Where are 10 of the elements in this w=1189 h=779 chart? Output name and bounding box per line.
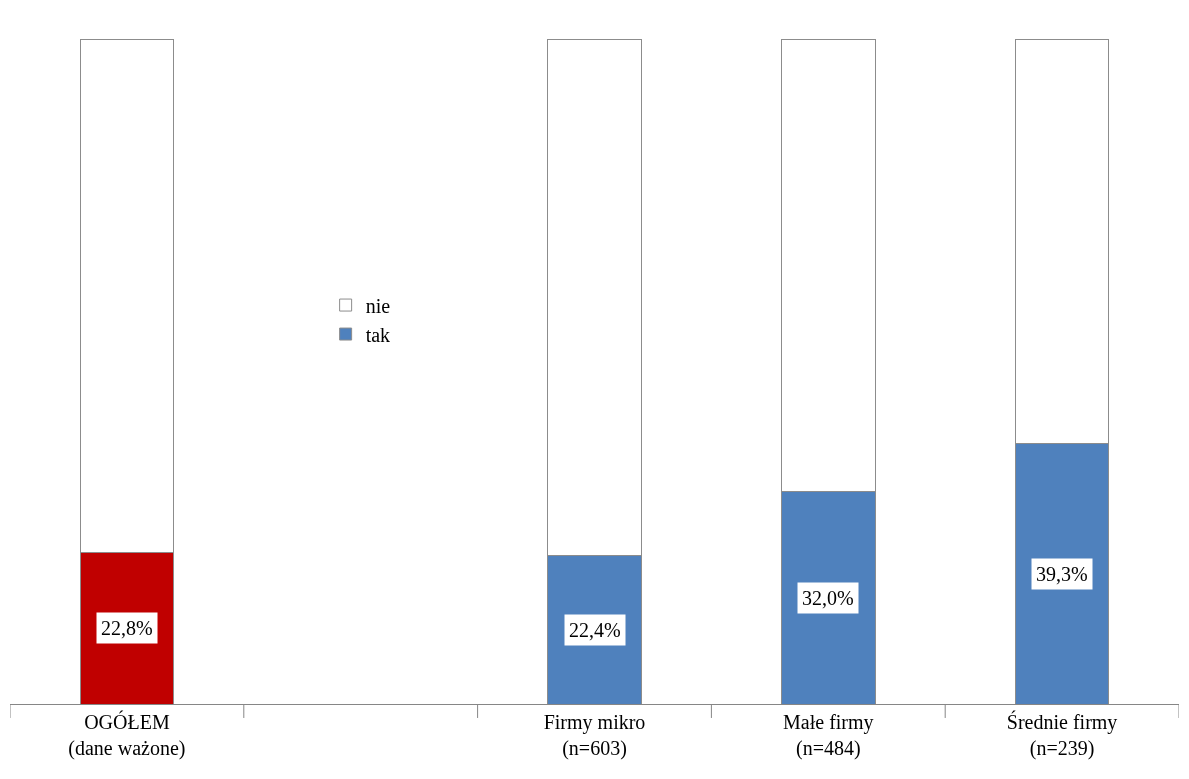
data-label: 32,0% <box>802 587 854 609</box>
x-tick-label: Średnie firmy (n=239) <box>1006 710 1118 760</box>
data-label: 39,3% <box>1036 563 1088 585</box>
legend-label: nie <box>365 294 391 317</box>
data-label: 22,4% <box>569 619 621 641</box>
x-tick-label: Firmy mikro (n=603) <box>543 711 646 760</box>
x-tick-label: OGÓŁEM (dane ważone) <box>68 710 186 760</box>
legend-label: tak <box>365 323 391 346</box>
x-tick-label: Małe firmy (n=484) <box>783 711 874 760</box>
data-label: 22,8% <box>101 617 153 639</box>
